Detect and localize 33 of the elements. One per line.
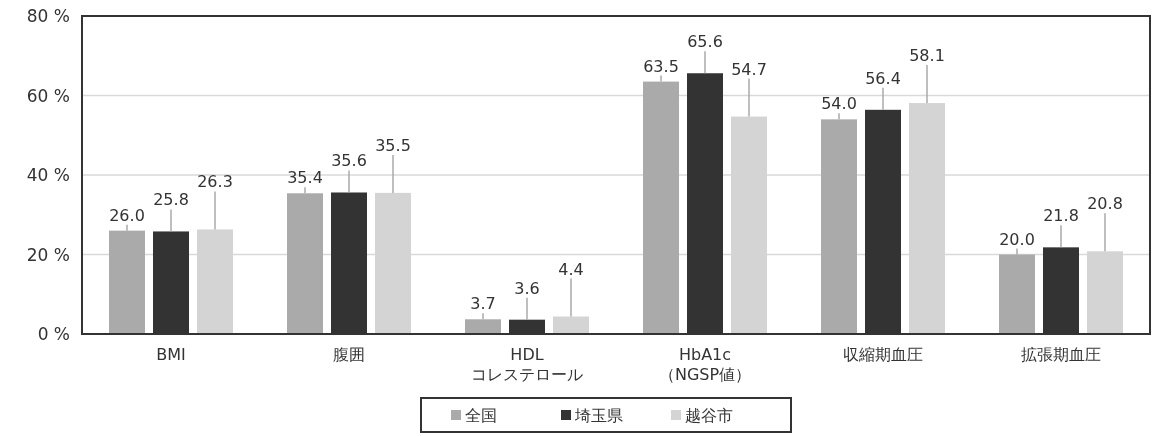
data-label: 35.6	[331, 151, 367, 171]
data-label: 26.3	[197, 172, 233, 192]
bar	[553, 316, 589, 334]
x-tick-label: 腹囲	[333, 345, 365, 364]
x-tick-label: BMI	[156, 345, 186, 364]
data-label: 58.1	[909, 46, 945, 66]
y-tick-label: 60 %	[26, 85, 70, 106]
x-tick-label: 収縮期血圧	[843, 345, 923, 364]
y-tick-label: 80 %	[26, 6, 70, 26]
data-label: 35.4	[287, 168, 323, 188]
y-tick-label: 20 %	[26, 244, 70, 265]
y-tick-label: 40 %	[26, 165, 70, 185]
x-tick-label: HDL コレステロール	[471, 345, 583, 384]
legend-label: 全国	[465, 406, 497, 425]
y-tick-label: 0 %	[37, 324, 70, 344]
data-label: 54.7	[731, 59, 767, 79]
data-label: 56.4	[865, 68, 901, 88]
x-tick-label: 拡張期血圧	[1021, 345, 1101, 364]
data-label: 3.6	[514, 278, 540, 298]
data-label: 35.5	[375, 135, 411, 155]
legend-label: 越谷市	[685, 406, 733, 425]
data-label: 20.0	[999, 229, 1035, 249]
data-label: 65.6	[687, 32, 723, 52]
data-label: 54.0	[821, 94, 857, 114]
data-label: 26.0	[109, 205, 145, 225]
data-label: 4.4	[558, 259, 584, 279]
data-label: 3.7	[470, 294, 496, 314]
legend-label: 埼玉県	[574, 406, 623, 425]
data-label: 21.8	[1043, 206, 1079, 226]
data-label: 20.8	[1087, 194, 1123, 214]
data-label: 63.5	[643, 56, 679, 76]
data-label: 25.8	[153, 190, 189, 210]
x-tick-label: HbA1c （NGSP値）	[658, 345, 752, 384]
